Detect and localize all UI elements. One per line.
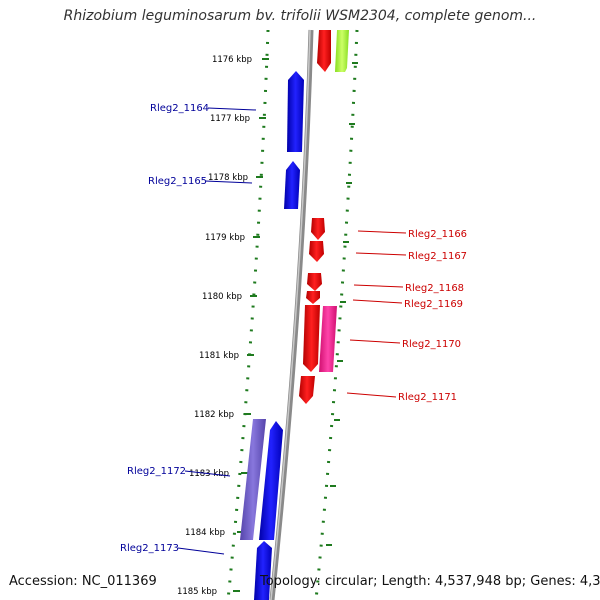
gene-label-rleg2-1164[interactable]: Rleg2_1164 (150, 103, 209, 114)
gene-arrow-rleg2-1168[interactable] (307, 273, 322, 291)
tick-label-1177: 1177 kbp (210, 114, 250, 124)
right-leader-lines (346, 230, 407, 398)
gene-label-rleg2-1167[interactable]: Rleg2_1167 (408, 251, 467, 262)
gene-arrow[interactable] (317, 30, 331, 72)
gene-arrow-rleg2-1171[interactable] (299, 376, 315, 404)
tick-label-1176: 1176 kbp (212, 55, 252, 65)
gene-arrow-rleg2-1170-pink[interactable] (319, 306, 337, 372)
gene-label-rleg2-1171[interactable]: Rleg2_1171 (398, 392, 457, 403)
gene-arrow-rleg2-1167[interactable] (309, 241, 324, 262)
tick-label-1182: 1182 kbp (194, 410, 234, 420)
gene-arrow-rleg2-1169[interactable] (306, 291, 320, 304)
gene-arrow-rleg2-1165[interactable] (284, 161, 300, 209)
gene-arrow-rleg2-1172[interactable] (240, 419, 266, 540)
tick-label-1185: 1185 kbp (177, 587, 217, 597)
genome-summary-text: Topology: circular; Length: 4,537,948 bp… (260, 574, 600, 589)
tick-label-1180: 1180 kbp (202, 292, 242, 302)
inner-ruler-ticks (326, 62, 358, 546)
gene-label-rleg2-1170[interactable]: Rleg2_1170 (402, 339, 461, 350)
accession-text: Accession: NC_011369 (9, 574, 157, 589)
gene-arrow-rleg2-1172-blue[interactable] (259, 421, 283, 540)
gene-arrow-rleg2-1166[interactable] (311, 218, 325, 240)
genome-backbone-highlight (270, 29, 311, 600)
gene-label-rleg2-1169[interactable]: Rleg2_1169 (404, 299, 463, 310)
gene-arrow-rleg2-1173[interactable] (254, 541, 272, 600)
gene-arrow[interactable] (335, 30, 349, 72)
map-title: Rhizobium leguminosarum bv. trifolii WSM… (63, 8, 537, 24)
gene-arrow-rleg2-1164[interactable] (287, 71, 304, 152)
gene-label-rleg2-1166[interactable]: Rleg2_1166 (408, 229, 467, 240)
tick-label-1184: 1184 kbp (185, 528, 225, 538)
gene-label-rleg2-1173[interactable]: Rleg2_1173 (120, 543, 179, 554)
tick-label-1181: 1181 kbp (199, 351, 239, 361)
tick-label-1179: 1179 kbp (205, 233, 245, 243)
gene-label-rleg2-1165[interactable]: Rleg2_1165 (148, 176, 207, 187)
left-leader-lines (177, 107, 257, 555)
gene-label-rleg2-1172[interactable]: Rleg2_1172 (127, 466, 186, 477)
genome-backbone (269, 29, 314, 600)
inner-dotted-track (314, 29, 359, 600)
gene-arrow-rleg2-1170[interactable] (303, 305, 320, 372)
gene-label-rleg2-1168[interactable]: Rleg2_1168 (405, 283, 464, 294)
outer-dotted-track (226, 29, 270, 600)
tick-label-1178: 1178 kbp (208, 173, 248, 183)
